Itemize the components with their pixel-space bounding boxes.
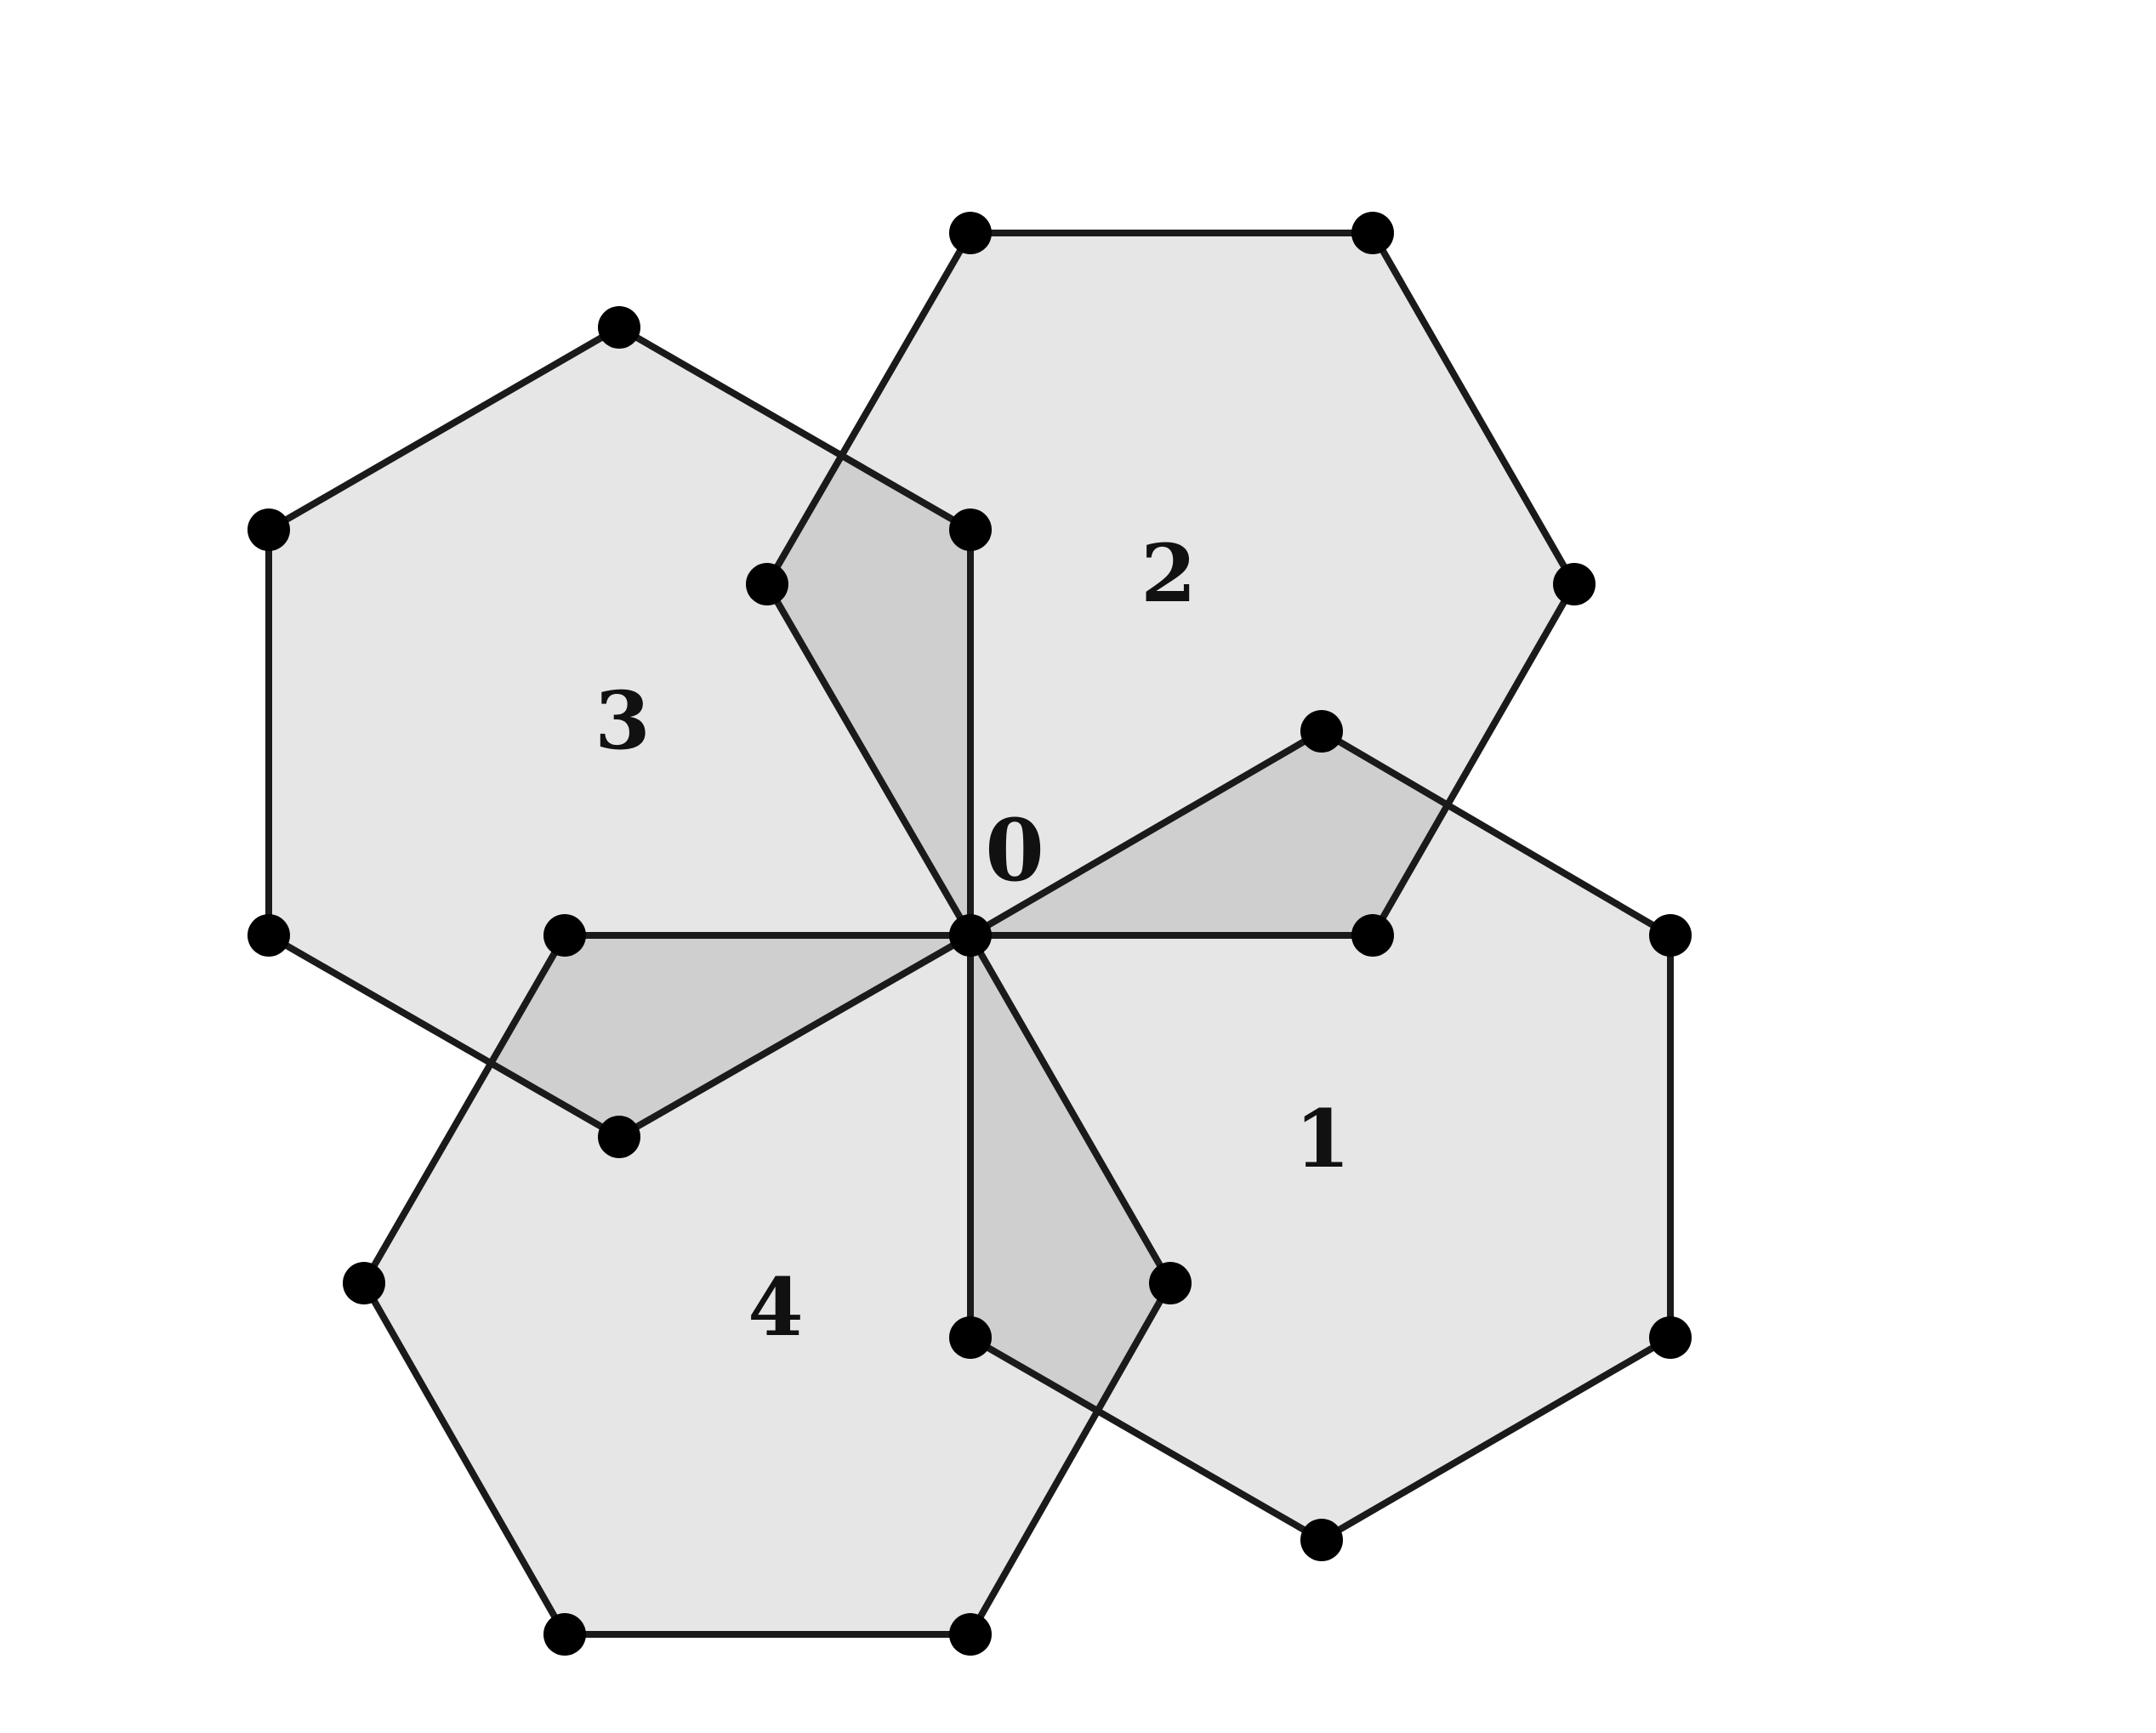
- overlap-region-4: [491, 935, 970, 1137]
- vertex-dot: [1300, 710, 1343, 753]
- vertex-dot: [949, 914, 992, 957]
- hexagon-label-1: 1: [1294, 1093, 1350, 1186]
- vertex-dot: [543, 1613, 586, 1656]
- vertex-dot: [1351, 212, 1394, 254]
- hexagon-labels: 1 2 3 4 0: [594, 527, 1350, 1355]
- vertex-dot: [1149, 1262, 1192, 1304]
- vertex-dot: [949, 509, 992, 551]
- vertex-dot: [1300, 1519, 1343, 1561]
- overlap-regions: [491, 457, 1448, 1411]
- overlap-region-1: [767, 457, 970, 935]
- vertex-dot: [543, 914, 586, 957]
- vertex-dot: [1649, 1316, 1692, 1359]
- vertex-dot: [949, 212, 992, 254]
- overlap-region-3: [970, 935, 1170, 1411]
- center-point-label: 0: [985, 800, 1044, 901]
- vertex-dot: [598, 306, 640, 349]
- vertex-dot: [1649, 914, 1692, 957]
- vertex-dot: [247, 914, 290, 957]
- vertex-dot: [1351, 914, 1394, 957]
- overlap-region-2: [970, 731, 1448, 935]
- hexagon-label-3: 3: [594, 674, 650, 768]
- hexagon-label-2: 2: [1141, 527, 1196, 621]
- hexagon-label-4: 4: [748, 1261, 803, 1355]
- vertex-dot: [1553, 563, 1596, 605]
- vertex-dot: [598, 1116, 640, 1158]
- vertex-dot: [343, 1262, 385, 1304]
- vertex-dot: [247, 509, 290, 551]
- vertex-dot: [949, 1316, 992, 1359]
- vertex-dot: [949, 1613, 992, 1656]
- vertex-dots: [247, 212, 1692, 1656]
- vertex-dot: [746, 563, 788, 605]
